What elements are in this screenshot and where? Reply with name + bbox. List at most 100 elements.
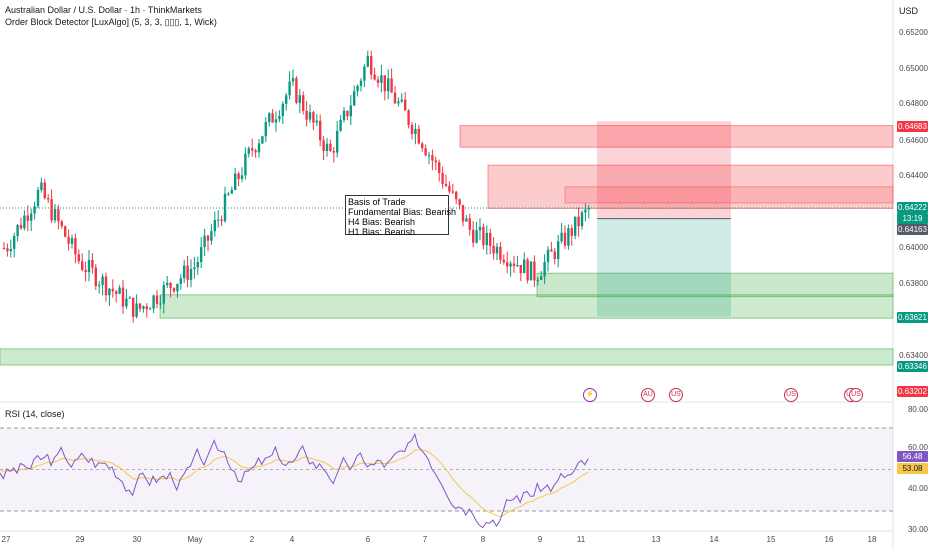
candle-body <box>553 251 556 260</box>
time-axis-label: 27 <box>1 535 11 544</box>
flag-us-icon[interactable]: US <box>669 388 683 402</box>
candle-body <box>509 263 512 267</box>
candle-body <box>519 265 522 274</box>
candle-body <box>217 219 220 221</box>
candle-body <box>295 78 298 103</box>
candle-body <box>339 119 342 131</box>
candle-body <box>580 212 584 227</box>
candle-body <box>36 190 40 207</box>
flag-au-icon[interactable]: AU <box>641 388 655 402</box>
price-badge-ob-bull: 0.63621 <box>897 312 928 323</box>
candle-body <box>526 259 529 281</box>
candle-body <box>512 263 516 267</box>
candle-body <box>223 193 227 222</box>
candle-body <box>172 287 176 292</box>
candle-body <box>288 81 291 96</box>
candle-body <box>57 209 60 222</box>
candle-body <box>359 80 363 86</box>
time-axis-label: 2 <box>249 535 255 544</box>
candle-body <box>567 228 570 246</box>
candle-body <box>251 148 254 151</box>
candle-body <box>475 230 478 243</box>
candle-body <box>451 191 454 193</box>
candle-body <box>495 246 499 254</box>
event-icon[interactable]: ⚡ <box>583 388 597 402</box>
candle-body <box>104 276 108 296</box>
candle-body <box>281 103 284 117</box>
candle-body <box>244 153 247 176</box>
bearish-order-block <box>564 186 894 204</box>
candle-body <box>108 288 111 296</box>
rsi-ma-badge: 53.08 <box>897 463 928 474</box>
candle-body <box>489 232 492 246</box>
candle-body <box>230 189 233 194</box>
candle-body <box>166 282 169 286</box>
candle-body <box>220 219 223 222</box>
candle-body <box>115 291 118 294</box>
candle-body <box>60 221 63 227</box>
candle-body <box>448 185 451 192</box>
candle-body <box>441 173 444 184</box>
rsi-legend[interactable]: RSI (14, close) <box>5 409 65 419</box>
rsi-value-badge: 56.48 <box>897 451 928 462</box>
time-axis-label: 30 <box>132 535 142 544</box>
candle-body <box>387 78 390 92</box>
annotation-line-4: H1 Bias: Bearish <box>348 227 416 237</box>
price-axis-label: 0.64600 <box>899 136 928 145</box>
candle-body <box>563 232 567 246</box>
candle-body <box>240 175 244 179</box>
candle-body <box>87 259 91 273</box>
candle-body <box>492 245 495 254</box>
candle-body <box>424 148 427 156</box>
candle-body <box>53 209 57 221</box>
candle-body <box>16 224 19 237</box>
indicator-legend[interactable]: Order Block Detector [LuxAlgo] (5, 3, 3,… <box>5 17 217 27</box>
flag-us-icon[interactable]: US <box>784 388 798 402</box>
candle-body <box>376 79 380 83</box>
candle-body <box>186 265 189 280</box>
candle-body <box>577 216 580 227</box>
price-axis-label: 0.65000 <box>899 64 928 73</box>
candle-body <box>410 124 414 135</box>
candle-body <box>162 285 165 304</box>
price-badge-ob-bull-2: 0.63346 <box>897 361 928 372</box>
flag-us-icon[interactable]: US <box>849 388 863 402</box>
candle-body <box>50 199 53 221</box>
candle-body <box>397 101 400 104</box>
candle-body <box>529 261 533 281</box>
candle-body <box>336 130 339 153</box>
candle-body <box>132 297 135 317</box>
candle-body <box>91 259 94 268</box>
rsi-axis-label: 40.00 <box>907 484 928 493</box>
candle-body <box>152 295 155 309</box>
price-axis-label: 0.64000 <box>899 243 928 252</box>
candle-body <box>6 248 9 252</box>
candle-body <box>546 249 550 262</box>
candle-body <box>540 276 543 280</box>
symbol-title[interactable]: Australian Dollar / U.S. Dollar · 1h · T… <box>5 5 202 15</box>
candle-body <box>458 199 461 205</box>
trade-annotation[interactable]: Basis of Trade Fundamental Bias: Bearish… <box>345 195 456 237</box>
candle-body <box>346 110 349 117</box>
candle-body <box>98 284 101 287</box>
candle-body <box>465 218 468 222</box>
candle-body <box>414 128 417 135</box>
candle-body <box>19 224 23 229</box>
candle-body <box>383 75 386 92</box>
candle-body <box>101 276 104 285</box>
candle-body <box>444 183 448 186</box>
candle-body <box>257 143 261 153</box>
candle-body <box>584 209 587 213</box>
candle-body <box>121 287 125 307</box>
candle-body <box>468 218 471 230</box>
rsi-axis-label: 60.00 <box>907 443 928 452</box>
candle-body <box>516 265 519 267</box>
candle-body <box>502 259 505 263</box>
candle-body <box>455 191 458 200</box>
candle-body <box>247 148 250 154</box>
candle-body <box>125 298 128 307</box>
candle-body <box>506 262 509 267</box>
candle-body <box>373 74 376 80</box>
